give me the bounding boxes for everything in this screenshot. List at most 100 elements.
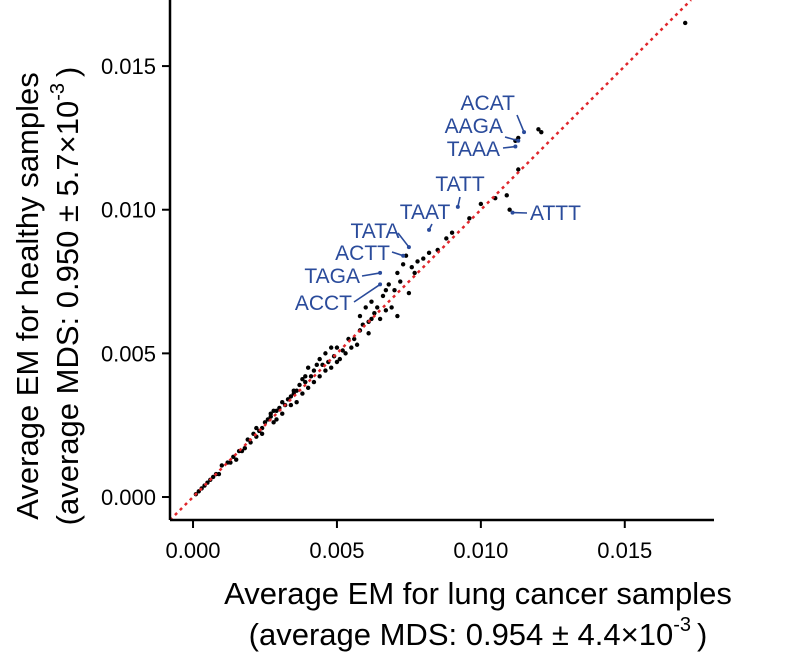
data-point [280, 411, 285, 416]
data-point [478, 201, 484, 207]
annotation-leader-line [353, 283, 381, 303]
y-axis-subtitle: (average MDS: 0.950 ± 5.7×10-3) [47, 67, 85, 526]
annotation-point [516, 138, 521, 143]
data-point [328, 345, 334, 350]
y-axis-title: Average EM for healthy samples [10, 72, 45, 519]
annotation-point [401, 253, 406, 258]
data-point [314, 362, 319, 368]
data-point [369, 316, 374, 322]
y-tick-label: 0.000 [101, 485, 156, 510]
data-point [234, 457, 239, 462]
x-axis-subtitle-exponent: -3 [673, 614, 691, 636]
data-point [683, 20, 688, 26]
annotation-point [378, 282, 383, 287]
data-point [303, 374, 308, 379]
data-point [308, 374, 314, 379]
data-point [406, 290, 412, 296]
data-point [380, 293, 386, 299]
x-axis-ticks: 0.000 0.005 0.010 0.015 [165, 520, 652, 563]
y-axis-subtitle-suffix: ) [50, 67, 85, 77]
data-point [311, 368, 317, 373]
y-axis-ticks: 0.000 0.005 0.010 0.015 [101, 54, 170, 510]
annotation-point [510, 210, 515, 215]
y-axis-subtitle-prefix: (average MDS: 0.950 ± 5.7×10 [50, 101, 85, 526]
data-point [426, 250, 432, 256]
annotation-point [513, 144, 518, 149]
data-point [395, 270, 400, 276]
y-axis-subtitle-exponent: -3 [47, 83, 69, 101]
data-point [444, 236, 449, 241]
data-point [398, 279, 403, 284]
y-tick-label: 0.005 [101, 341, 156, 366]
data-point [507, 207, 512, 212]
data-point [300, 391, 305, 396]
annotation-point [455, 204, 460, 209]
data-point [504, 193, 509, 198]
data-point [303, 379, 308, 385]
annotation-label: TATT [435, 173, 485, 196]
annotation-point [522, 130, 527, 135]
data-point [516, 135, 521, 141]
data-point [262, 420, 268, 425]
data-point [383, 308, 389, 313]
x-axis-subtitle: (average MDS: 0.954 ± 4.4×10-3) [249, 614, 708, 652]
data-point [400, 262, 406, 267]
data-point [354, 342, 360, 347]
data-point [395, 313, 400, 319]
annotation-label: AAGA [445, 115, 503, 138]
data-point [467, 216, 472, 221]
data-point [305, 385, 311, 391]
data-point [311, 379, 317, 385]
data-point [317, 374, 322, 379]
data-point [271, 408, 276, 414]
data-point [372, 310, 377, 316]
data-point [357, 313, 363, 319]
data-point [210, 474, 216, 480]
annotation-point [427, 227, 432, 232]
annotation-label: TAGA [304, 265, 360, 288]
data-point [300, 377, 305, 382]
x-tick-label: 0.015 [597, 538, 652, 563]
data-point [254, 425, 259, 431]
data-point [349, 345, 354, 350]
data-point [409, 264, 414, 270]
data-point [386, 282, 391, 287]
x-axis-subtitle-suffix: ) [697, 617, 707, 652]
data-point [334, 359, 340, 365]
data-point [343, 351, 348, 356]
data-point [288, 402, 294, 408]
data-point [369, 299, 374, 304]
annotation-point [378, 270, 383, 275]
data-point [377, 316, 383, 322]
annotation-leader-line [361, 272, 381, 277]
annotation-label: ACCT [295, 292, 352, 315]
data-point [352, 336, 357, 342]
data-point [539, 129, 544, 135]
annotation-label: TATA [351, 220, 400, 243]
data-point [323, 351, 328, 356]
annotation-leader-line [397, 232, 410, 248]
x-tick-label: 0.010 [453, 538, 508, 563]
data-point [412, 270, 417, 276]
data-point [375, 305, 380, 310]
y-tick-label: 0.015 [101, 54, 156, 79]
data-point [245, 437, 250, 442]
data-point [219, 463, 225, 468]
annotation-leader-line [504, 136, 519, 142]
annotation-label: ACTT [335, 242, 390, 265]
data-point [415, 259, 420, 264]
data-point [389, 305, 394, 310]
data-point [421, 256, 426, 261]
data-point [268, 411, 273, 416]
x-axis-title: Average EM for lung cancer samples [224, 576, 732, 611]
data-point [337, 356, 343, 362]
x-axis-subtitle-prefix: (average MDS: 0.954 ± 4.4×10 [249, 617, 674, 652]
annotation-label: TAAT [400, 201, 451, 224]
data-point [363, 305, 368, 310]
data-point [280, 400, 285, 405]
x-tick-label: 0.005 [309, 538, 364, 563]
y-tick-label: 0.010 [101, 198, 156, 223]
annotation-label: ACAT [461, 92, 516, 115]
data-point [248, 440, 253, 445]
